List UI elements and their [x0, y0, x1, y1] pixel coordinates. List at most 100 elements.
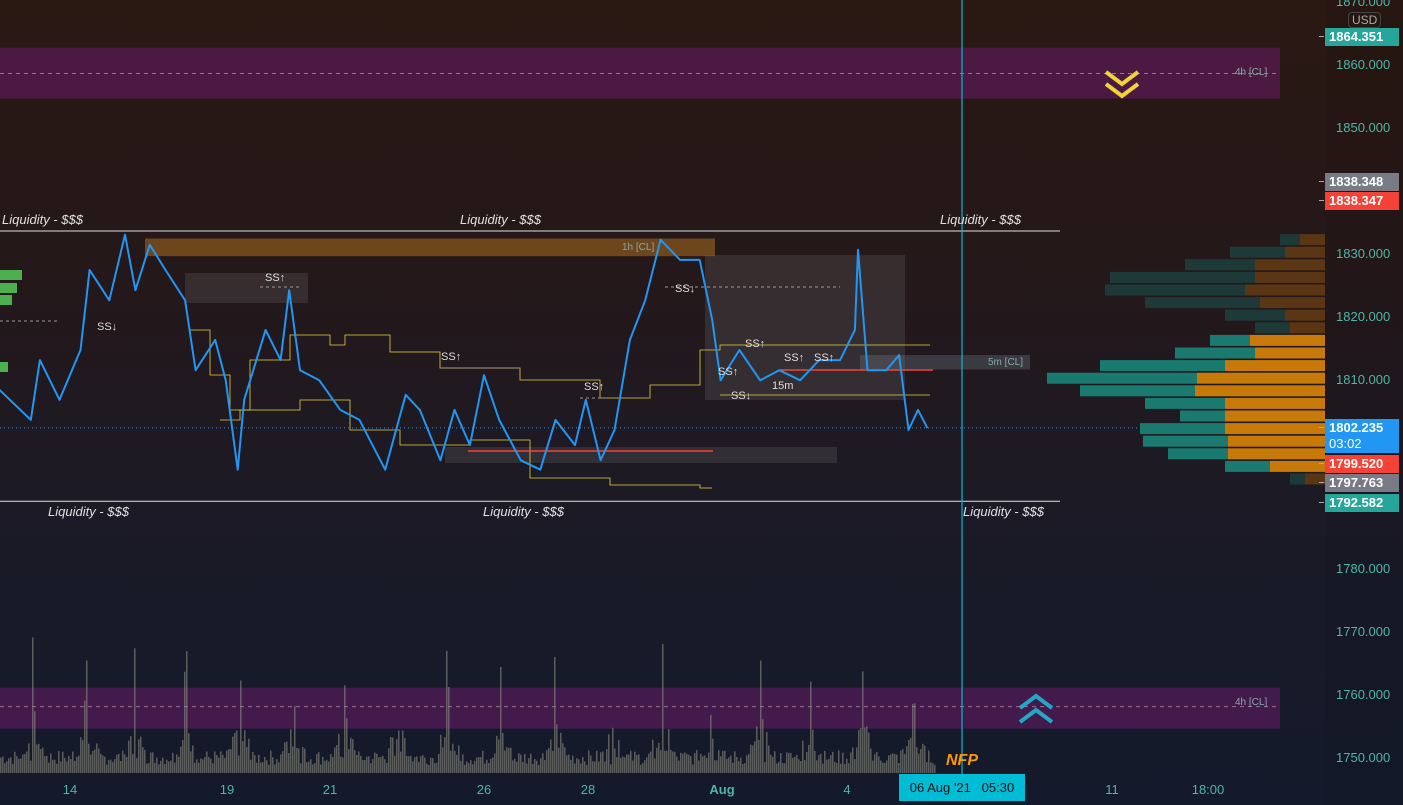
volume-bar	[706, 758, 708, 773]
volume-bar	[290, 729, 292, 773]
volume-bar	[350, 737, 352, 773]
volume-bar	[690, 756, 692, 773]
volume-bar	[520, 754, 522, 773]
volume-profile-down	[1225, 309, 1285, 321]
volume-bar	[524, 754, 526, 773]
volume-bar	[784, 763, 786, 773]
volume-bar	[332, 756, 334, 773]
volume-bar	[866, 726, 868, 773]
volume-bar	[138, 739, 140, 773]
volume-bar	[70, 758, 72, 773]
volume-bar	[308, 761, 310, 773]
volume-bar	[752, 745, 754, 773]
volume-bar	[300, 763, 302, 773]
volume-bar	[104, 756, 106, 773]
volume-bar	[478, 757, 480, 773]
volume-bar	[146, 763, 148, 773]
volume-bar	[878, 756, 880, 773]
volume-bar	[480, 757, 482, 773]
volume-profile-up	[1228, 448, 1325, 460]
volume-bar	[100, 753, 102, 773]
volume-bar	[578, 759, 580, 773]
volume-bar	[118, 753, 120, 773]
volume-bar	[608, 734, 610, 773]
volume-bar	[436, 762, 438, 773]
price-tag: 1838.348	[1319, 173, 1399, 191]
price-tag: 1799.520	[1319, 455, 1399, 473]
volume-bar	[210, 758, 212, 773]
volume-bar	[780, 753, 782, 773]
volume-bar	[424, 757, 426, 773]
volume-bar	[514, 758, 516, 773]
volume-bar	[754, 741, 756, 773]
volume-bar	[778, 761, 780, 773]
volume-bar	[714, 760, 716, 773]
volume-bar	[718, 750, 720, 773]
volume-profile-down	[1105, 284, 1245, 296]
volume-bar	[474, 761, 476, 773]
volume-bar	[448, 687, 450, 773]
volume-bar	[834, 761, 836, 773]
volume-bar	[458, 745, 460, 773]
volume-bar	[370, 763, 372, 773]
volume-profile-up	[1195, 385, 1325, 397]
volume-bar	[230, 749, 232, 773]
volume-bar	[160, 760, 162, 773]
volume-profile-down	[1110, 271, 1255, 283]
volume-bar	[550, 739, 552, 773]
volume-bar	[328, 761, 330, 773]
volume-bar	[902, 749, 904, 773]
volume-bar	[820, 753, 822, 773]
volume-bar	[672, 751, 674, 773]
y-tick-label: 1870.000	[1336, 0, 1390, 9]
x-tick-label: 14	[62, 782, 78, 797]
volume-bar	[278, 762, 280, 773]
volume-bar	[472, 764, 474, 773]
volume-bar	[414, 757, 416, 773]
volume-bar	[666, 750, 668, 773]
volume-bar	[590, 755, 592, 773]
volume-bar	[228, 749, 230, 773]
volume-bar	[630, 750, 632, 773]
volume-bar	[36, 744, 38, 773]
volume-bar	[602, 751, 604, 773]
volume-bar	[934, 764, 936, 773]
volume-bar	[88, 743, 90, 773]
volume-bar	[152, 752, 154, 773]
volume-bar	[186, 651, 188, 773]
volume-bar	[836, 762, 838, 773]
volume-bar	[234, 733, 236, 773]
volume-bar	[738, 761, 740, 773]
volume-bar	[22, 754, 24, 773]
volume-bar	[538, 764, 540, 773]
volume-bar	[314, 763, 316, 773]
y-tick-label: 1770.000	[1336, 624, 1390, 639]
volume-profile-up	[1250, 334, 1325, 346]
volume-bar	[922, 743, 924, 773]
volume-bar	[562, 743, 564, 773]
volume-bar	[744, 763, 746, 773]
volume-profile-up	[1300, 234, 1325, 246]
x-tick-label: 18:00	[1191, 782, 1225, 797]
volume-bar	[704, 755, 706, 773]
volume-bar	[316, 754, 318, 773]
volume-bar	[196, 759, 198, 773]
volume-bar	[890, 754, 892, 773]
volume-bar	[726, 758, 728, 773]
volume-profile-up	[1260, 297, 1325, 309]
volume-profile-down	[1080, 385, 1195, 397]
sweep-annotation: SS↓	[731, 390, 752, 402]
volume-bar	[686, 753, 688, 773]
volume-bar	[548, 748, 550, 773]
volume-bar	[898, 762, 900, 773]
volume-bar	[510, 747, 512, 773]
volume-bar	[66, 761, 68, 773]
volume-profile-up	[1305, 473, 1325, 485]
volume-bar	[130, 736, 132, 773]
volume-bar	[400, 751, 402, 773]
volume-bar	[540, 758, 542, 773]
volume-bar	[352, 739, 354, 773]
volume-bar	[460, 760, 462, 773]
volume-profile-down	[1290, 473, 1305, 485]
